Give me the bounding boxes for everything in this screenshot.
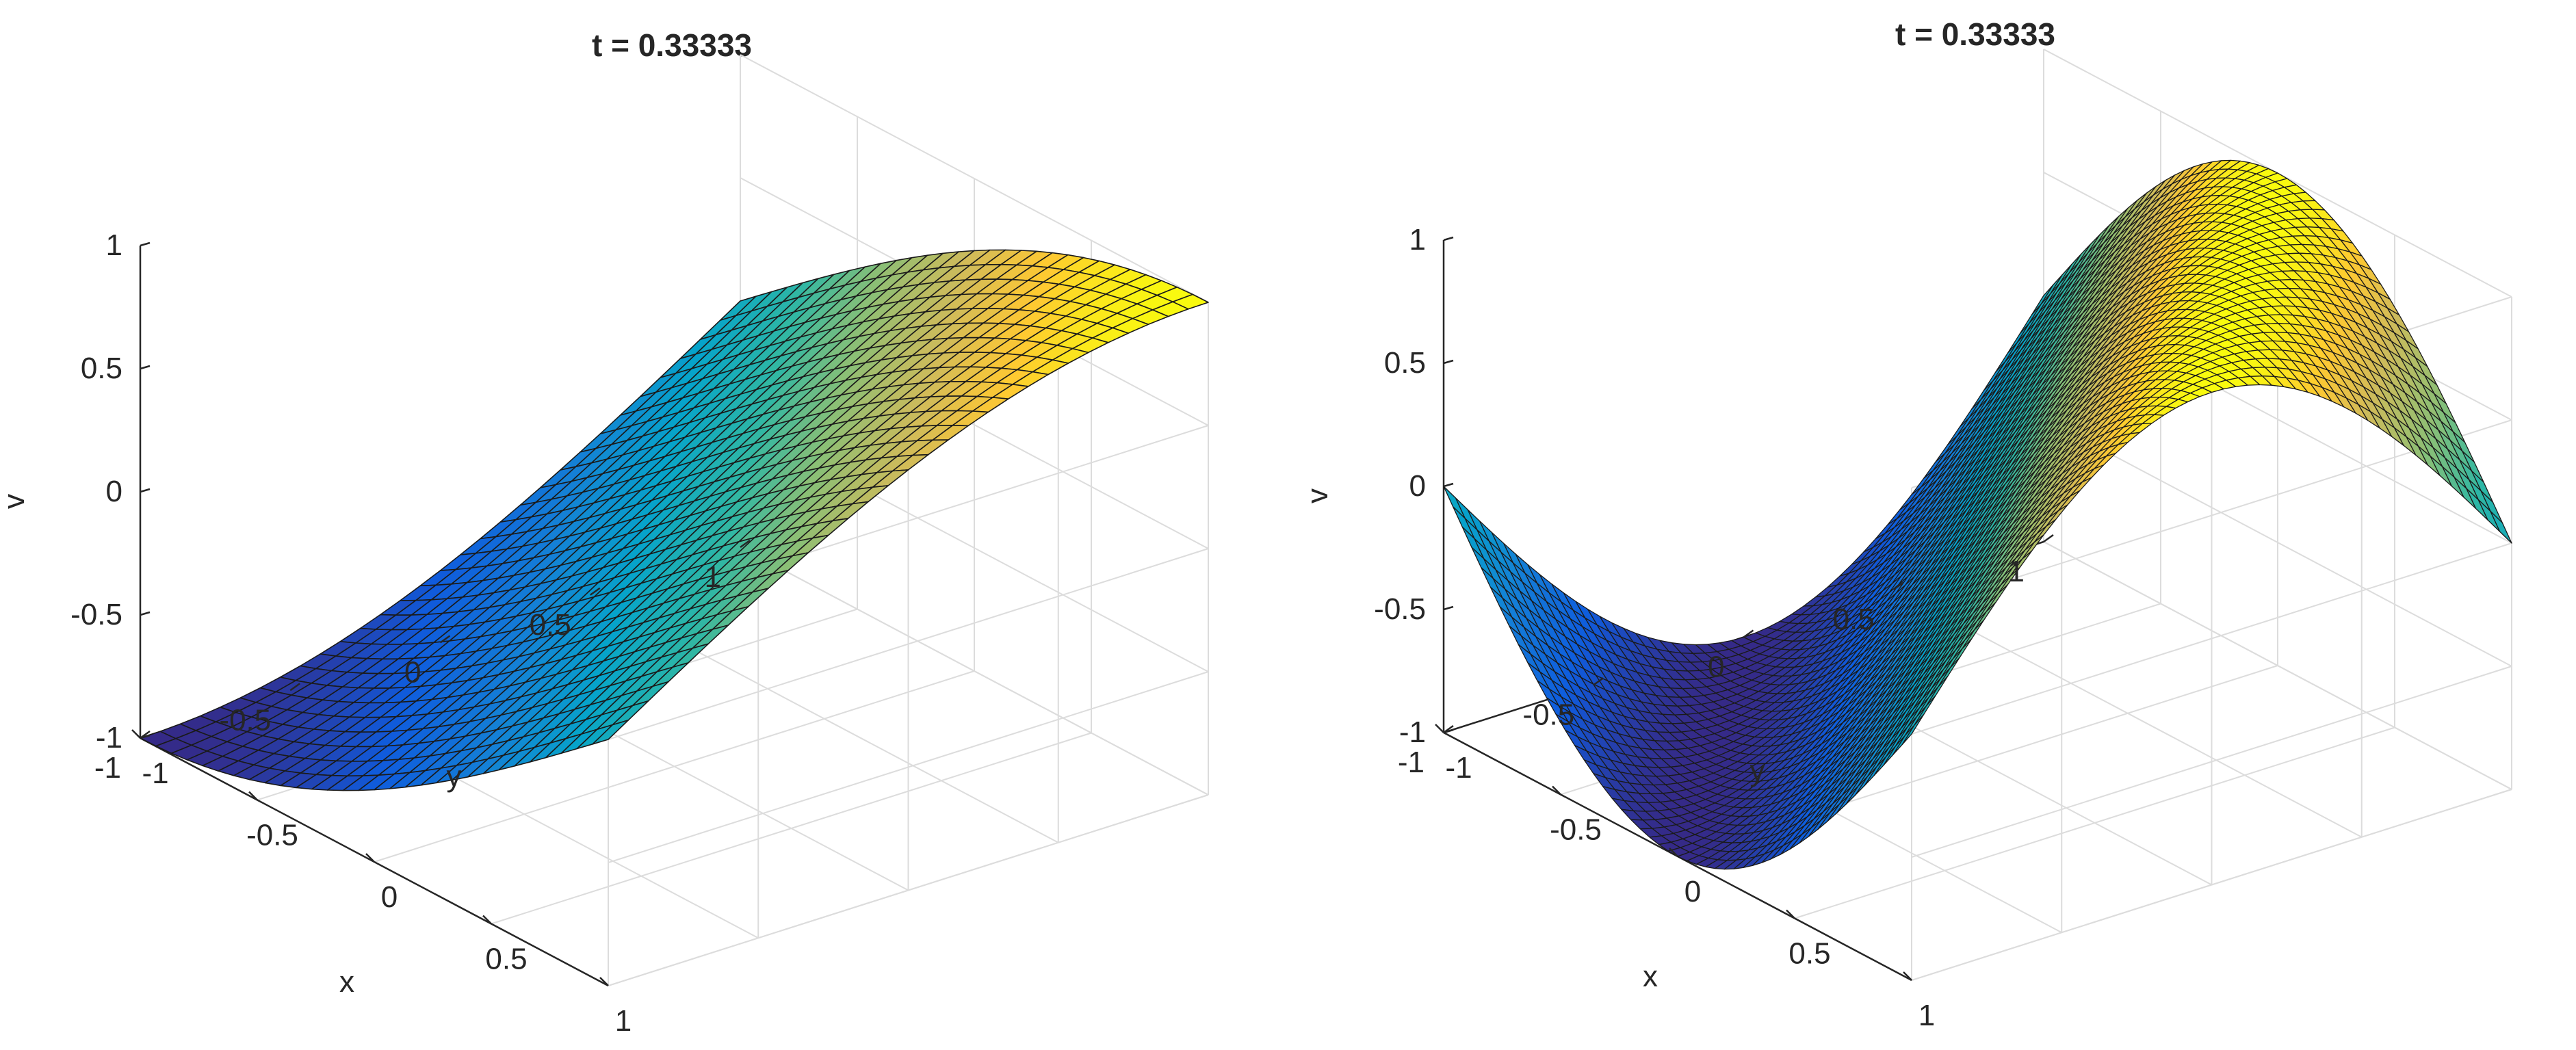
z-axis-label: v [0, 494, 31, 509]
z-tick-label: -1 [1399, 716, 1426, 749]
z-tick-mark [1443, 359, 1454, 365]
z-tick-label: -0.5 [70, 598, 122, 631]
y-tick-mark [1743, 629, 1754, 638]
x-tick-label: 0 [1684, 875, 1701, 908]
y-tick-label: 0.5 [530, 608, 571, 642]
surface-patch [1901, 714, 1925, 746]
z-tick-mark [140, 365, 151, 370]
y-tick-label: 1 [705, 560, 721, 594]
grid-line-wall-z [608, 548, 1209, 740]
z-tick-mark [140, 611, 151, 616]
x-tick-label: 1 [615, 1004, 632, 1038]
y-tick-label: 0 [404, 656, 421, 690]
y-tick-mark [1893, 581, 1904, 590]
x-tick-mark [1435, 724, 1444, 733]
y-tick-label: 0 [1708, 651, 1724, 684]
z-tick-mark [1443, 605, 1454, 611]
x-tick-mark [482, 915, 492, 925]
y-tick-mark [2043, 534, 2054, 543]
x-tick-mark [1552, 785, 1561, 796]
x-tick-mark [365, 853, 375, 863]
y-tick-mark [1593, 677, 1604, 686]
surface-mesh [140, 249, 1209, 791]
grid-lines [140, 54, 1209, 986]
z-tick-label: -1 [96, 721, 122, 754]
y-tick-mark [1443, 724, 1454, 734]
z-tick-mark [140, 241, 151, 247]
grid-line-floor-x [1794, 726, 2395, 919]
z-tick-label: 0.5 [81, 352, 122, 385]
y-tick-mark [140, 730, 151, 739]
x-tick-label: 0.5 [485, 943, 527, 976]
chart-title: t = 0.33333 [1895, 16, 2055, 52]
z-tick-mark [1443, 236, 1454, 241]
z-tick-label: -0.5 [1374, 592, 1426, 626]
y-tick-mark [289, 683, 300, 692]
x-axis-label: x [339, 965, 354, 999]
x-tick-label: 0.5 [1788, 937, 1830, 971]
surface-patch [1443, 486, 1466, 519]
x-tick-label: -1 [142, 757, 168, 790]
x-axis-label: x [1643, 960, 1658, 993]
y-axis-label: y [1750, 754, 1765, 788]
y-tick-label: -1 [1398, 746, 1424, 779]
surface-patch [2490, 510, 2512, 544]
x-tick-mark [1669, 848, 1678, 857]
x-tick-mark [131, 729, 141, 739]
grid-line-floor-x [1911, 789, 2512, 981]
grid-line-floor-y [740, 547, 1209, 796]
x-tick-label: -0.5 [1550, 813, 1602, 847]
y-tick-mark [740, 539, 751, 549]
grid-line-floor-x [491, 732, 1092, 925]
z-tick-label: 1 [106, 228, 122, 262]
surface-mesh [1443, 159, 2512, 870]
grid-line-wall-z [1911, 542, 2512, 735]
y-tick-label: -1 [94, 751, 121, 785]
x-tick-mark [1786, 909, 1795, 919]
y-tick-label: 0.5 [1833, 603, 1875, 636]
y-tick-mark [590, 587, 601, 596]
x-tick-label: -1 [1445, 751, 1472, 785]
z-axis-label: v [1301, 488, 1334, 503]
z-tick-mark [1443, 482, 1454, 488]
surface-patch [592, 720, 629, 745]
x-tick-label: 1 [1918, 999, 1935, 1032]
y-axis-label: y [447, 760, 462, 793]
grid-line-floor-y [2043, 541, 2512, 790]
x-tick-label: 0 [381, 880, 398, 914]
tick-labels: -1 -0.5 0 0.5 1 -1 -0.5 0 0.5 1 -1 -0.5 0 0.5 1 [70, 228, 751, 1038]
x-tick-mark [248, 791, 258, 801]
z-tick-mark [140, 488, 151, 493]
y-tick-label: -0.5 [1522, 698, 1574, 731]
subplot-right: t = 0.33333 -1 -0.5 0 0.5 1 -1 -0.5 0 0.5 1 -1 -0.5 0… [1301, 16, 2512, 1032]
grid-line-floor-x [608, 794, 1209, 986]
subplot-left: t = 0.33333 -1 -0.5 0 0.5 1 -1 -0.5 0 0.5 1 -1 -0.5 0… [0, 27, 1209, 1038]
z-tick-label: 0 [106, 475, 122, 508]
chart-title: t = 0.33333 [592, 27, 752, 63]
z-tick-label: 0 [1409, 469, 1426, 503]
y-tick-label: 1 [2008, 555, 2025, 588]
y-tick-mark [439, 635, 451, 644]
z-tick-label: 1 [1409, 223, 1426, 257]
z-tick-label: 0.5 [1384, 346, 1426, 380]
x-tick-mark [1903, 971, 1912, 981]
tick-labels: -1 -0.5 0 0.5 1 -1 -0.5 0 0.5 1 -1 -0.5 0 0.5 1 [1374, 223, 2054, 1032]
y-tick-label: -0.5 [219, 703, 271, 737]
x-tick-label: -0.5 [246, 819, 298, 852]
x-tick-mark [599, 977, 609, 986]
grid-line-wall-z [740, 54, 1209, 303]
